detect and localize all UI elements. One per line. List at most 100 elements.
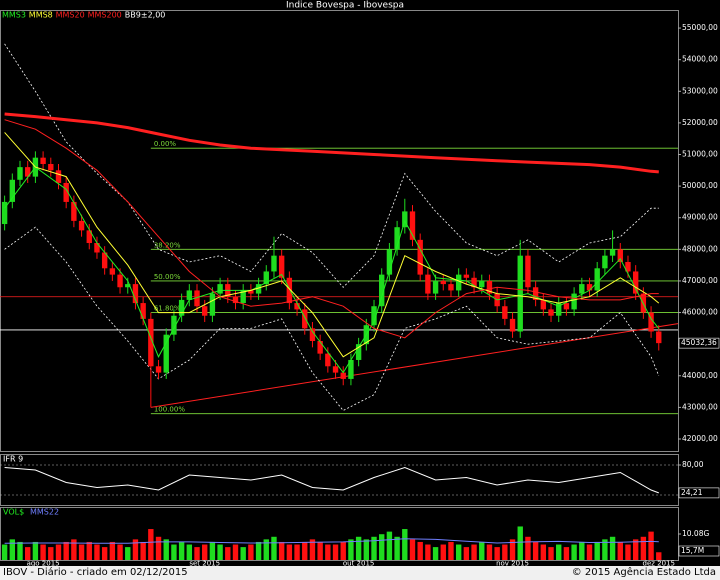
- candle-body: [386, 249, 393, 275]
- footer: IBOV - Diário - criado em 02/12/2015 © 2…: [0, 566, 720, 580]
- bollinger-band: [4, 226, 660, 412]
- volume-bar: [502, 544, 508, 560]
- candle-body: [232, 296, 239, 304]
- candle-body: [448, 284, 454, 291]
- candle-body: [625, 261, 631, 272]
- volume-bar: [202, 544, 208, 560]
- candle-body: [271, 255, 277, 272]
- moving-average: [4, 112, 659, 174]
- volume-bar: [363, 539, 370, 560]
- volume-bar: [86, 541, 92, 560]
- volume-bar: [132, 539, 139, 560]
- x-tick-label: ago 2015: [27, 560, 60, 567]
- candle-body: [602, 255, 608, 269]
- legend-entry: MMS200: [88, 11, 122, 20]
- candle-body: [71, 201, 77, 221]
- volume-bar: [394, 536, 400, 560]
- y-tick-label: 51000,00: [682, 150, 718, 159]
- candle-body: [379, 274, 385, 307]
- volume-bar: [494, 547, 500, 560]
- volume-bar: [117, 544, 123, 560]
- volume-bar: [163, 539, 169, 560]
- volume-bar: [32, 541, 39, 560]
- chart: Indice Bovespa - Ibovespa 42000,00 43000,…: [0, 0, 720, 568]
- volume-bar: [48, 547, 54, 560]
- candle-body: [317, 341, 323, 354]
- candle-body: [132, 284, 139, 304]
- candle-body: [125, 284, 131, 288]
- volume-bar: [563, 547, 570, 560]
- y-tick-label: 48000,00: [682, 244, 718, 253]
- candle-body: [248, 290, 254, 294]
- volume-bar: [194, 547, 200, 560]
- candle-body: [594, 268, 600, 291]
- volume-bar: [571, 544, 577, 560]
- y-tick-label: 10.08G: [682, 529, 709, 538]
- volume-bar: [440, 544, 446, 560]
- candle-body: [109, 268, 116, 275]
- candle-body: [556, 303, 562, 316]
- volume-bar: [63, 541, 69, 560]
- price-panel-frame: [0, 10, 679, 452]
- volume-bar: [302, 541, 308, 560]
- volume-bar: [225, 547, 231, 560]
- legend-entry: MMS22: [30, 508, 59, 517]
- volume-bar: [609, 536, 616, 560]
- volume-bar: [625, 544, 631, 560]
- candle-body: [656, 331, 662, 344]
- legend-entry: BB9±2,00: [125, 11, 166, 20]
- chart-title: Indice Bovespa - Ibovespa: [286, 1, 404, 11]
- y-tick-label: 50000,00: [682, 181, 718, 190]
- volume-bar: [425, 544, 431, 560]
- candle-body: [48, 163, 54, 171]
- volume-bar: [9, 539, 16, 560]
- candle-body: [286, 277, 293, 304]
- volume-bar: [340, 541, 346, 560]
- candle-body: [86, 230, 92, 244]
- candle-body: [532, 287, 539, 300]
- candle-body: [186, 290, 193, 300]
- candle-body: [140, 303, 146, 319]
- candle-body: [648, 312, 654, 332]
- candle-body: [217, 284, 223, 294]
- volume-bar: [556, 544, 562, 560]
- candle-body: [325, 353, 331, 367]
- volume-bar: [217, 544, 223, 560]
- candle-body: [278, 255, 285, 278]
- candle-body: [509, 318, 516, 332]
- volume-bar: [586, 544, 593, 560]
- candle-body: [617, 249, 623, 262]
- volume-bar: [532, 541, 539, 560]
- volume-bar: [286, 544, 293, 560]
- volume-bar: [479, 541, 485, 560]
- volume-bar: [309, 539, 316, 560]
- volume-bar: [155, 536, 162, 560]
- trendline: [150, 323, 679, 408]
- fib-label: 61.80%: [154, 305, 181, 313]
- y-tick-label: 55000,00: [682, 23, 718, 32]
- candle-body: [332, 366, 339, 373]
- candle-body: [417, 239, 423, 275]
- volume-bar: [617, 541, 623, 560]
- volume-bar: [602, 539, 608, 560]
- volume-bar: [101, 547, 108, 560]
- value-tag: [678, 487, 720, 499]
- candle-body: [486, 280, 493, 294]
- candle-body: [571, 293, 577, 310]
- volume-bar: [209, 541, 216, 560]
- x-tick-label: dez 2015: [643, 560, 675, 567]
- candle-body: [309, 328, 316, 341]
- volume-bar: [240, 547, 246, 560]
- candle-body: [294, 303, 300, 310]
- y-tick-label: 80,00: [682, 460, 704, 469]
- volume-bar: [263, 539, 269, 560]
- y-tick-label: 42000,00: [682, 434, 718, 443]
- volume-bar: [448, 541, 454, 560]
- volume-bar: [371, 536, 377, 560]
- volume-bar: [471, 544, 477, 560]
- volume-bar: [317, 541, 323, 560]
- footer-left: IBOV - Diário - criado em 02/12/2015: [3, 567, 188, 578]
- volume-bar: [94, 544, 100, 560]
- candle-body: [263, 271, 269, 285]
- volume-bar: [517, 526, 523, 560]
